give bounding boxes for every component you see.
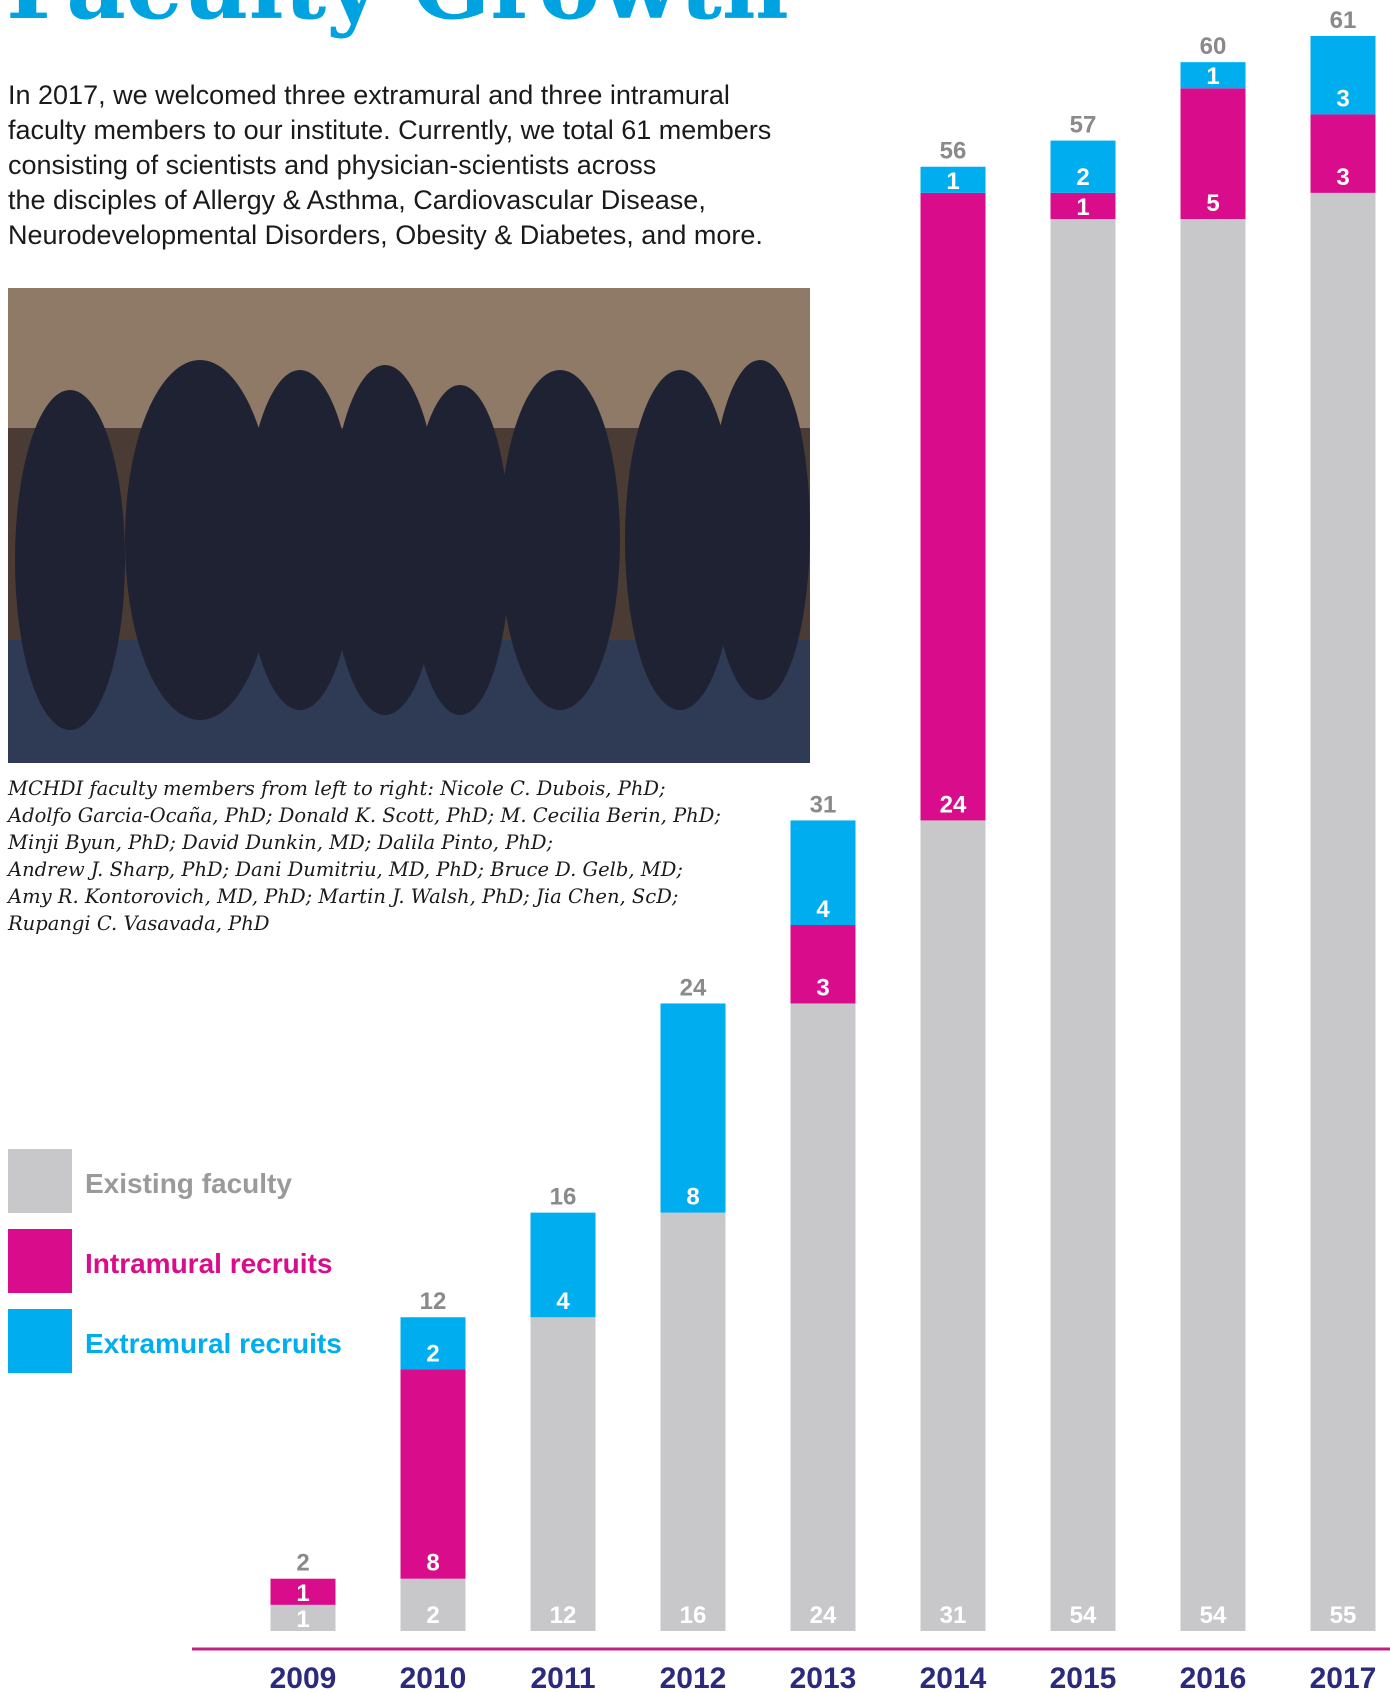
x-tick-label: 2017 [1310,1662,1377,1692]
x-tick-label: 2014 [920,1662,987,1692]
description-line: In 2017, we welcomed three extramural an… [8,80,730,110]
bar-segment [1051,219,1116,1631]
bar-segment [661,1003,726,1212]
value-label: 4 [556,1288,570,1315]
value-label: 2 [426,1602,439,1629]
value-label: 54 [1070,1602,1097,1629]
legend-label: Extramural recruits [85,1328,342,1359]
value-label: 12 [550,1602,577,1629]
photo [8,288,810,763]
value-label: 1 [296,1606,309,1633]
total-label: 56 [940,138,967,165]
value-label: 1 [296,1580,309,1607]
caption-line: Rupangi C. Vasavada, PhD [7,912,270,935]
bar-segment [1311,193,1376,1631]
value-label: 55 [1330,1602,1357,1629]
chart-title: Faculty Growth [6,0,789,40]
description-line: the disciples of Allergy & Asthma, Cardi… [8,185,706,215]
bar-segment [791,1003,856,1631]
value-label: 3 [1336,85,1349,112]
value-label: 16 [680,1602,707,1629]
total-label: 57 [1070,112,1097,139]
caption-line: Andrew J. Sharp, PhD; Dani Dumitriu, MD,… [6,858,683,881]
bar-segment [531,1317,596,1631]
caption-line: Minji Byun, PhD; David Dunkin, MD; Dalil… [7,831,553,854]
x-tick-label: 2012 [660,1662,727,1692]
value-label: 3 [1336,164,1349,191]
bar-segment [921,820,986,1631]
total-label: 16 [550,1184,577,1211]
total-label: 12 [420,1288,447,1315]
legend-swatch [8,1149,72,1213]
value-label: 3 [816,974,829,1001]
total-label: 31 [810,791,837,818]
legend-label: Existing faculty [85,1168,292,1199]
value-label: 5 [1206,190,1219,217]
value-label: 54 [1200,1602,1227,1629]
value-label: 2 [1076,164,1089,191]
total-label: 2 [296,1550,309,1577]
caption-line: Amy R. Kontorovich, MD, PhD; Martin J. W… [6,885,678,908]
caption-line: MCHDI faculty members from left to right… [7,777,666,800]
x-tick-label: 2013 [790,1662,857,1692]
bar-segment [401,1370,466,1579]
value-label: 1 [1206,63,1219,90]
total-label: 24 [680,974,707,1001]
legend-label: Intramural recruits [85,1248,332,1279]
bar-segment [1181,219,1246,1631]
x-tick-label: 2009 [270,1662,337,1692]
value-label: 24 [810,1602,837,1629]
caption-line: Adolfo Garcia-Ocaña, PhD; Donald K. Scot… [6,804,721,827]
description-line: consisting of scientists and physician-s… [8,150,656,180]
bar-segment [921,193,986,821]
value-label: 2 [426,1341,439,1368]
x-tick-label: 2015 [1050,1662,1117,1692]
x-tick-label: 2016 [1180,1662,1247,1692]
value-label: 1 [946,168,959,195]
value-label: 24 [940,791,967,818]
chart: Faculty Growth In 2017, we welcomed thre… [0,0,1390,1692]
legend-swatch [8,1309,72,1373]
legend-swatch [8,1229,72,1293]
value-label: 1 [1076,194,1089,221]
value-label: 8 [426,1550,439,1577]
bar-segment [661,1213,726,1631]
value-label: 4 [816,896,830,923]
value-label: 31 [940,1602,967,1629]
value-label: 8 [686,1184,699,1211]
description-line: faculty members to our institute. Curren… [8,115,771,145]
x-tick-label: 2011 [530,1662,595,1692]
page: {"chart_data": { "type": "stacked-bar", … [0,0,1390,1692]
total-label: 61 [1330,7,1357,34]
x-tick-label: 2010 [400,1662,467,1692]
total-label: 60 [1200,33,1227,60]
description-line: Neurodevelopmental Disorders, Obesity & … [8,220,763,250]
